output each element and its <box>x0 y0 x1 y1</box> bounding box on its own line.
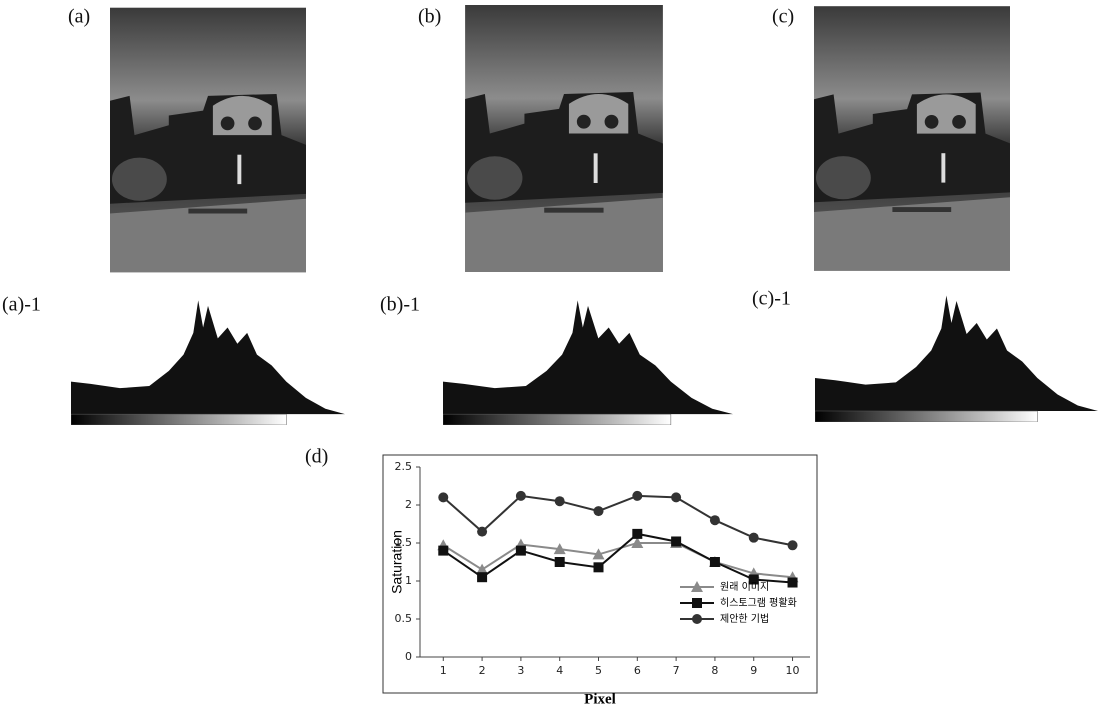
x-tick-label: 8 <box>711 664 718 677</box>
marker <box>748 574 759 585</box>
series-line <box>442 532 793 584</box>
marker <box>631 537 644 548</box>
chart-frame <box>382 454 818 694</box>
x-axis-label: Pixel <box>584 691 616 707</box>
x-tick-label: 4 <box>556 664 563 677</box>
marker <box>709 557 720 567</box>
x-tick-label: 3 <box>517 664 524 677</box>
marker <box>477 572 488 583</box>
x-tick-label: 6 <box>634 664 641 677</box>
x-tick-label: 9 <box>750 664 757 677</box>
panel-label: (a)-1 <box>2 294 41 316</box>
marker <box>691 581 703 592</box>
y-axis-label: Saturation <box>389 530 405 594</box>
marker <box>692 598 702 608</box>
series-line <box>442 494 793 547</box>
photo-c <box>814 6 1010 271</box>
marker <box>671 492 682 503</box>
marker <box>787 577 798 588</box>
histogram-c <box>815 295 1098 422</box>
photo-b <box>465 5 663 272</box>
x-tick-label: 7 <box>673 664 680 677</box>
panel-label: (b) <box>418 6 441 28</box>
y-tick-label: 1.5 <box>395 536 413 549</box>
marker <box>593 562 604 573</box>
marker <box>632 490 643 501</box>
marker <box>787 540 798 551</box>
x-tick-label: 2 <box>479 664 486 677</box>
marker <box>477 526 488 537</box>
panel-label: (c) <box>772 6 794 28</box>
y-tick-label: 2 <box>405 498 412 511</box>
marker <box>692 614 702 624</box>
histogram-a <box>71 300 345 425</box>
marker <box>748 532 759 543</box>
x-tick-label: 10 <box>786 664 800 677</box>
legend-label: 원래 이미지 <box>720 581 769 593</box>
y-tick-label: 0 <box>405 650 412 663</box>
marker <box>438 545 449 556</box>
panel-label: (a) <box>68 6 90 28</box>
legend-label: 히스토그램 평활화 <box>720 596 797 609</box>
marker <box>515 490 526 501</box>
marker <box>554 557 565 567</box>
marker <box>554 496 565 507</box>
photo-a <box>110 7 306 273</box>
panel-label: (b)-1 <box>380 294 420 316</box>
series-line <box>442 542 793 579</box>
y-tick-label: 2.5 <box>395 460 413 473</box>
y-tick-label: 1 <box>405 574 412 587</box>
x-tick-label: 5 <box>595 664 602 677</box>
marker <box>476 563 489 575</box>
marker <box>709 515 720 526</box>
marker <box>515 545 526 556</box>
y-tick-label: 0.5 <box>395 612 413 625</box>
marker <box>438 492 449 503</box>
panel-label: (d) <box>305 446 328 468</box>
marker <box>553 543 566 555</box>
marker <box>593 506 604 517</box>
histogram-b <box>443 300 733 425</box>
x-tick-label: 1 <box>440 664 447 677</box>
marker <box>592 548 605 560</box>
marker <box>632 528 643 539</box>
panel-label: (c)-1 <box>752 288 791 310</box>
legend-label: 제안한 기법 <box>720 613 769 625</box>
marker <box>671 536 682 547</box>
